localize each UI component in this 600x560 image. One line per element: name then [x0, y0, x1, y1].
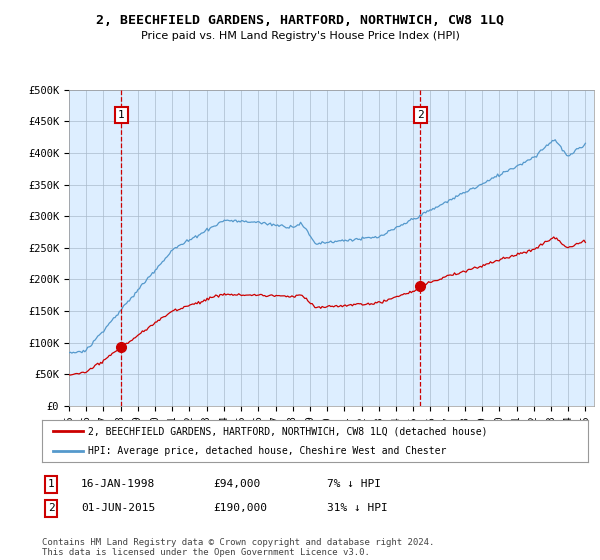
Text: 1: 1 — [118, 110, 125, 120]
Text: 1: 1 — [47, 479, 55, 489]
Text: 2, BEECHFIELD GARDENS, HARTFORD, NORTHWICH, CW8 1LQ (detached house): 2, BEECHFIELD GARDENS, HARTFORD, NORTHWI… — [88, 426, 488, 436]
Text: 2: 2 — [47, 503, 55, 514]
Text: £190,000: £190,000 — [213, 503, 267, 514]
Text: HPI: Average price, detached house, Cheshire West and Chester: HPI: Average price, detached house, Ches… — [88, 446, 447, 456]
Text: 31% ↓ HPI: 31% ↓ HPI — [327, 503, 388, 514]
Text: 2: 2 — [417, 110, 424, 120]
Text: Price paid vs. HM Land Registry's House Price Index (HPI): Price paid vs. HM Land Registry's House … — [140, 31, 460, 41]
Text: £94,000: £94,000 — [213, 479, 260, 489]
Text: 01-JUN-2015: 01-JUN-2015 — [81, 503, 155, 514]
Text: 16-JAN-1998: 16-JAN-1998 — [81, 479, 155, 489]
Text: 2, BEECHFIELD GARDENS, HARTFORD, NORTHWICH, CW8 1LQ: 2, BEECHFIELD GARDENS, HARTFORD, NORTHWI… — [96, 14, 504, 27]
Text: 7% ↓ HPI: 7% ↓ HPI — [327, 479, 381, 489]
Text: Contains HM Land Registry data © Crown copyright and database right 2024.
This d: Contains HM Land Registry data © Crown c… — [42, 538, 434, 557]
